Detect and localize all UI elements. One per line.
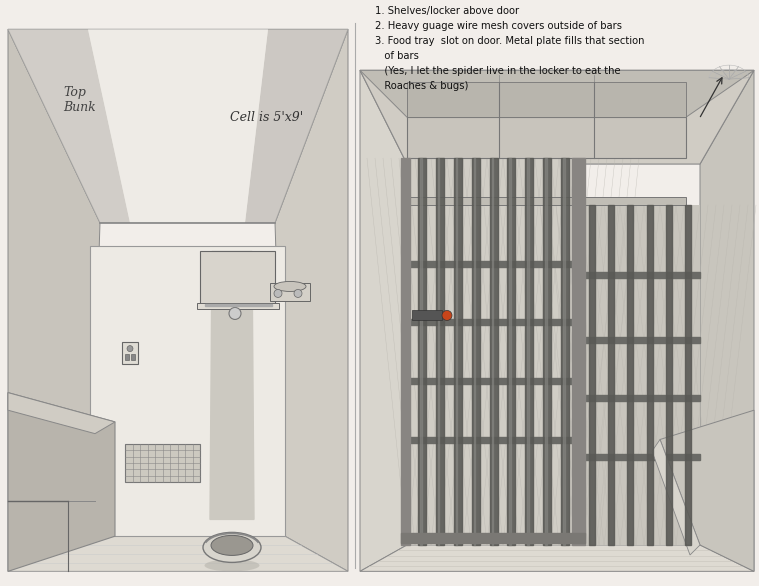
Polygon shape <box>490 158 497 545</box>
Polygon shape <box>8 29 348 223</box>
Polygon shape <box>580 454 700 460</box>
Circle shape <box>127 346 133 352</box>
Circle shape <box>229 308 241 319</box>
Bar <box>125 444 200 482</box>
Bar <box>197 304 279 309</box>
Polygon shape <box>401 158 410 545</box>
Bar <box>125 353 129 360</box>
Polygon shape <box>563 158 565 545</box>
Polygon shape <box>88 29 268 223</box>
Text: of bars: of bars <box>375 51 419 61</box>
Text: Roaches & bugs): Roaches & bugs) <box>375 81 468 91</box>
Ellipse shape <box>204 560 260 571</box>
Polygon shape <box>360 70 407 571</box>
Polygon shape <box>420 158 421 545</box>
Bar <box>270 284 310 301</box>
Ellipse shape <box>274 281 306 291</box>
Polygon shape <box>8 536 348 571</box>
Polygon shape <box>407 261 580 267</box>
Polygon shape <box>528 158 529 545</box>
Polygon shape <box>436 158 444 545</box>
Bar <box>412 311 442 321</box>
Polygon shape <box>471 158 480 545</box>
Polygon shape <box>580 272 700 278</box>
Polygon shape <box>608 205 614 545</box>
Bar <box>407 197 686 205</box>
Polygon shape <box>360 545 754 571</box>
Bar <box>122 342 138 363</box>
Text: Cell is 5'x9': Cell is 5'x9' <box>230 111 303 124</box>
Polygon shape <box>652 440 700 555</box>
Circle shape <box>294 289 302 298</box>
Polygon shape <box>543 158 551 545</box>
Polygon shape <box>589 205 595 545</box>
Polygon shape <box>407 117 686 158</box>
Polygon shape <box>8 29 100 571</box>
Polygon shape <box>647 205 653 545</box>
Polygon shape <box>205 305 272 306</box>
Text: 2. Heavy guage wire mesh covers outside of bars: 2. Heavy guage wire mesh covers outside … <box>375 21 622 31</box>
Polygon shape <box>628 205 634 545</box>
Polygon shape <box>407 319 580 325</box>
Polygon shape <box>572 158 585 545</box>
Polygon shape <box>545 158 546 545</box>
Polygon shape <box>474 158 475 545</box>
Polygon shape <box>700 70 754 571</box>
Polygon shape <box>360 70 754 117</box>
Polygon shape <box>660 410 754 571</box>
Polygon shape <box>8 393 115 571</box>
Polygon shape <box>525 158 534 545</box>
Polygon shape <box>580 337 700 343</box>
Ellipse shape <box>203 533 261 563</box>
Polygon shape <box>455 158 457 545</box>
Polygon shape <box>210 251 254 519</box>
Polygon shape <box>401 533 585 543</box>
Polygon shape <box>8 29 130 223</box>
Polygon shape <box>407 378 580 384</box>
Polygon shape <box>275 29 348 571</box>
Ellipse shape <box>211 536 253 556</box>
Polygon shape <box>666 205 672 545</box>
Bar <box>580 205 700 545</box>
Circle shape <box>274 289 282 298</box>
Text: (Yes, I let the spider live in the locker to eat the: (Yes, I let the spider live in the locke… <box>375 66 621 76</box>
Text: 1. Shelves/locker above door: 1. Shelves/locker above door <box>375 6 519 16</box>
Polygon shape <box>507 158 515 545</box>
Polygon shape <box>245 29 348 223</box>
Polygon shape <box>8 393 115 434</box>
Bar <box>131 353 135 360</box>
Text: Top
Bunk: Top Bunk <box>63 86 96 114</box>
Bar <box>200 251 275 306</box>
Polygon shape <box>454 158 461 545</box>
Circle shape <box>442 311 452 321</box>
Bar <box>407 158 580 545</box>
Polygon shape <box>580 396 700 401</box>
Polygon shape <box>407 82 686 117</box>
Polygon shape <box>492 158 493 545</box>
Polygon shape <box>685 205 691 545</box>
Polygon shape <box>509 158 511 545</box>
Polygon shape <box>418 158 426 545</box>
Polygon shape <box>561 158 569 545</box>
Polygon shape <box>407 437 580 442</box>
Polygon shape <box>438 158 439 545</box>
Polygon shape <box>90 246 285 536</box>
Text: 3. Food tray  slot on door. Metal plate fills that section: 3. Food tray slot on door. Metal plate f… <box>375 36 644 46</box>
Polygon shape <box>360 70 754 164</box>
